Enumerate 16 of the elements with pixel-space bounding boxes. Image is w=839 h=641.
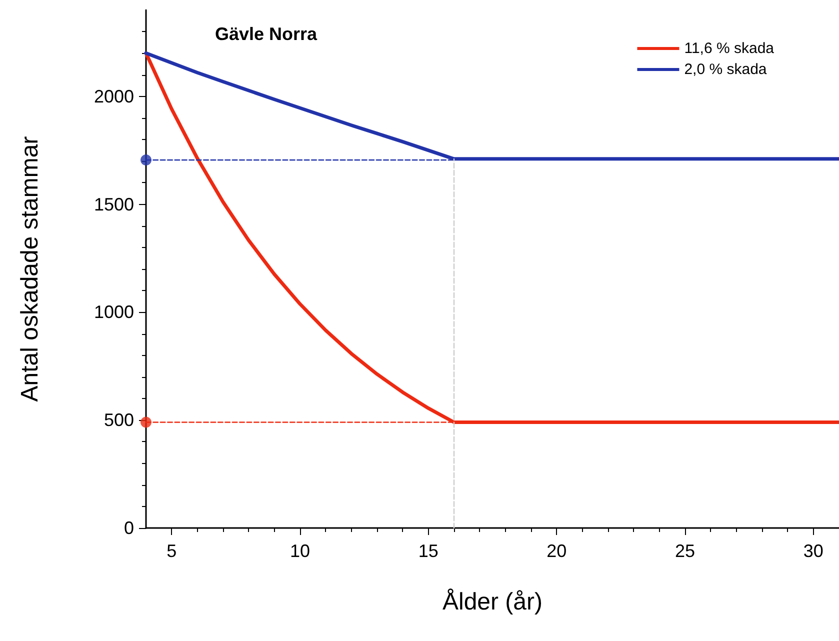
x-tick-label: 20 — [546, 541, 567, 561]
y-axis-title: Antal oskadade stammar — [16, 136, 44, 402]
x-tick-label: 30 — [803, 541, 824, 561]
y-tick-label: 500 — [104, 410, 134, 430]
x-tick-label: 15 — [418, 541, 438, 561]
y-tick-label: 1500 — [94, 194, 134, 214]
y-tick-label: 0 — [124, 518, 134, 538]
x-tick-label: 10 — [290, 541, 310, 561]
y-tick-label: 1000 — [94, 302, 134, 322]
x-axis-title: Ålder (år) — [442, 588, 543, 616]
legend-label: 11,6 % skada — [684, 40, 775, 57]
x-tick-label: 5 — [166, 541, 177, 561]
legend-label: 2,0 % skada — [684, 61, 768, 78]
x-tick-label: 25 — [674, 541, 696, 561]
y-tick-label: 2000 — [94, 86, 134, 106]
text: Gävle Norra — [215, 24, 318, 44]
